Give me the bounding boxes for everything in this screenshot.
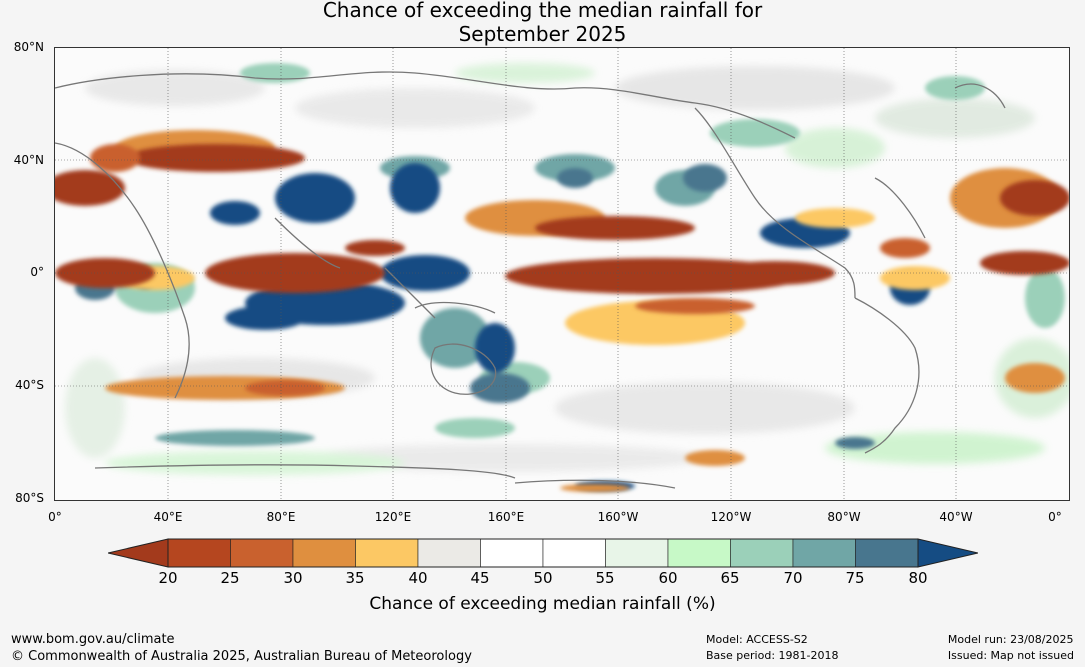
cbar-tick-80: 80 [908, 569, 928, 587]
base-period-text: Base period: 1981-2018 [706, 649, 839, 662]
cbar-tick-20: 20 [158, 569, 178, 587]
colorbar [108, 538, 978, 568]
cbar-tick-65: 65 [720, 569, 740, 587]
colorbar-cell [480, 538, 544, 568]
footer-run-info: Model run: 23/08/2025 Issued: Map not is… [948, 632, 1074, 664]
footer-model-info: Model: ACCESS-S2 Base period: 1981-2018 [706, 632, 838, 664]
cbar-tick-45: 45 [470, 569, 490, 587]
colorbar-cell [667, 538, 731, 568]
cbar-tick-70: 70 [783, 569, 803, 587]
cbar-tick-30: 30 [283, 569, 303, 587]
title-line-2: September 2025 [458, 22, 627, 46]
model-text: Model: ACCESS-S2 [706, 633, 808, 646]
lat-label-0: 0° [30, 265, 44, 279]
colorbar-cell [730, 538, 794, 568]
colorbar-extend-high [917, 538, 978, 568]
colorbar-cell [417, 538, 481, 568]
colorbar-cell [292, 538, 356, 568]
lon-label-120e: 120°E [374, 510, 412, 524]
lat-label-80s: 80°S [15, 491, 44, 505]
colorbar-cell [855, 538, 919, 568]
cbar-tick-60: 60 [658, 569, 678, 587]
colorbar-cell [605, 538, 669, 568]
title-line-1: Chance of exceeding the median rainfall … [322, 0, 763, 22]
lat-label-40s: 40°S [15, 378, 44, 392]
dry-strong-areas [55, 144, 1069, 396]
lon-label-0-right: 0° [1048, 510, 1062, 524]
cbar-tick-50: 50 [533, 569, 553, 587]
lon-label-0-left: 0° [48, 510, 62, 524]
map-title: Chance of exceeding the median rainfall … [0, 0, 1085, 46]
copyright-text: © Commonwealth of Australia 2025, Austra… [11, 649, 472, 664]
wet-strong-areas [75, 163, 930, 491]
coastlines [55, 71, 1006, 489]
colorbar-frame [167, 538, 919, 568]
colorbar-extend-low [108, 538, 169, 568]
website-text: www.bom.gov.au/climate [11, 632, 175, 647]
lon-label-80w: 80°W [827, 510, 861, 524]
footer-left: www.bom.gov.au/climate © Commonwealth of… [11, 631, 472, 665]
cbar-tick-35: 35 [345, 569, 365, 587]
map-svg [55, 48, 1069, 500]
colorbar-cell [167, 538, 231, 568]
cbar-tick-55: 55 [595, 569, 615, 587]
colorbar-label: Chance of exceeding median rainfall (%) [369, 594, 716, 614]
lon-label-160e: 160°E [487, 510, 525, 524]
colorbar-cell [792, 538, 856, 568]
lon-label-120w: 120°W [710, 510, 752, 524]
lon-label-40e: 40°E [153, 510, 183, 524]
cbar-tick-25: 25 [220, 569, 240, 587]
colorbar-cells [108, 538, 978, 568]
model-run-text: Model run: 23/08/2025 [947, 633, 1074, 646]
issued-text: Issued: Map not issued [947, 649, 1074, 662]
rainfall-map [54, 47, 1070, 501]
colorbar-cell [355, 538, 419, 568]
cbar-tick-40: 40 [408, 569, 428, 587]
cbar-tick-75: 75 [845, 569, 865, 587]
lon-label-40w: 40°W [939, 510, 973, 524]
graticule [55, 48, 1069, 500]
lon-label-80e: 80°E [266, 510, 296, 524]
colorbar-cell [230, 538, 294, 568]
lat-label-40n: 40°N [13, 153, 44, 167]
lat-label-80n: 80°N [13, 40, 44, 54]
colorbar-cell [542, 538, 606, 568]
lon-label-160w: 160°W [597, 510, 639, 524]
